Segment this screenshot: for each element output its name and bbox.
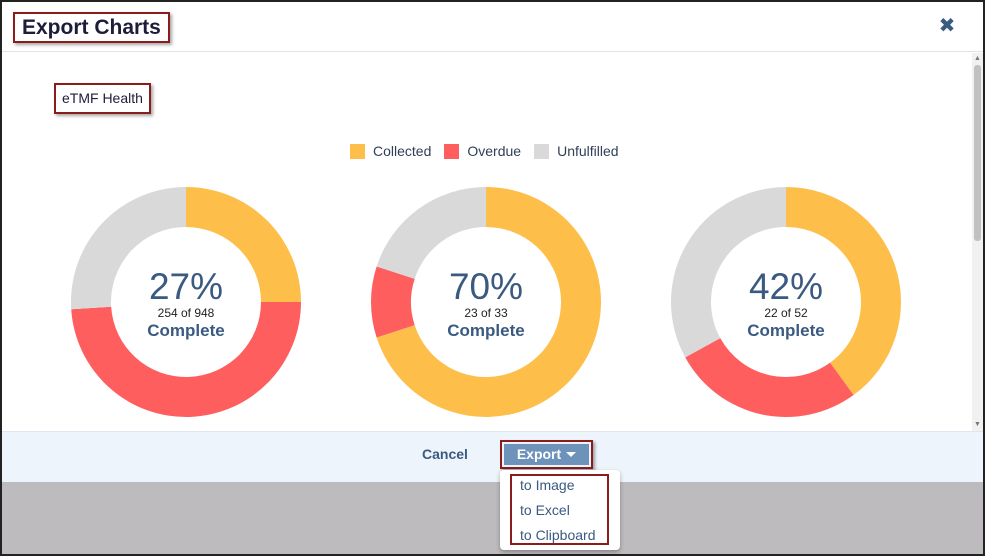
donut-center: 70% 23 of 33 Complete — [370, 186, 602, 418]
donut-slice-collected — [186, 187, 301, 302]
vertical-scrollbar[interactable]: ▲ ▼ — [972, 53, 983, 431]
legend-item-unfulfilled: Unfulfilled — [534, 143, 619, 159]
legend-item-overdue: Overdue — [444, 143, 521, 159]
export-menu-highlight — [510, 474, 609, 545]
scroll-up-arrow-icon[interactable]: ▲ — [974, 55, 981, 62]
donut-slice-overdue — [71, 302, 301, 417]
close-icon[interactable]: ✖ — [938, 15, 956, 37]
donut-slice-unfulfilled — [671, 187, 786, 358]
menu-item-to-excel[interactable]: to Excel — [520, 502, 570, 518]
dialog-content: eTMF Health Collected Overdue Unfulfille… — [2, 53, 972, 431]
fraction-complete: 23 of 33 — [464, 306, 508, 320]
dialog-title: Export Charts — [22, 16, 161, 39]
complete-label: Complete — [747, 321, 825, 340]
legend-label: Unfulfilled — [557, 143, 619, 159]
donut-center: 42% 22 of 52 Complete — [670, 186, 902, 418]
export-button[interactable]: Export — [504, 444, 589, 465]
menu-item-to-image[interactable]: to Image — [520, 477, 575, 493]
dialog-footer: Cancel Export — [2, 431, 983, 482]
donut-slice-unfulfilled — [71, 187, 186, 310]
legend-label: Overdue — [467, 143, 522, 159]
legend-swatch-unfulfilled — [534, 143, 550, 159]
chart-title: eTMF Health — [62, 90, 143, 106]
donut-chart: 42% 22 of 52 Complete — [670, 186, 902, 418]
dialog-title-box: Export Charts — [13, 12, 170, 43]
donut-chart-svg — [371, 187, 601, 417]
donut-slice-overdue — [371, 266, 415, 338]
legend-label: Collected — [373, 143, 432, 159]
donut-chart-svg — [71, 187, 301, 417]
complete-label: Complete — [447, 321, 525, 340]
export-button-highlight — [500, 440, 593, 469]
legend-swatch-overdue — [444, 143, 460, 159]
dialog-header: Export Charts ✖ — [2, 2, 983, 52]
scroll-down-arrow-icon[interactable]: ▼ — [974, 421, 981, 428]
donut-center: 27% 254 of 948 Complete — [70, 186, 302, 418]
legend-item-collected: Collected — [350, 143, 431, 159]
fraction-complete: 22 of 52 — [764, 306, 808, 320]
caret-down-icon — [566, 451, 577, 457]
chart-legend: Collected Overdue Unfulfilled — [350, 143, 632, 159]
scroll-thumb[interactable] — [974, 65, 981, 241]
donut-slice-collected — [786, 187, 901, 396]
donut-slice-overdue — [685, 338, 854, 417]
percent-complete: 27% — [148, 266, 224, 307]
chart-title-box: eTMF Health — [54, 83, 151, 114]
fraction-complete: 254 of 948 — [157, 306, 215, 320]
donut-chart: 70% 23 of 33 Complete — [370, 186, 602, 418]
donut-chart: 27% 254 of 948 Complete — [70, 186, 302, 418]
donut-chart-svg — [671, 187, 901, 417]
export-dropdown-menu: to Image to Excel to Clipboard — [500, 470, 620, 550]
donut-slice-unfulfilled — [376, 187, 486, 279]
percent-complete: 42% — [748, 266, 824, 307]
donut-slice-collected — [376, 187, 601, 417]
legend-swatch-collected — [350, 143, 365, 159]
cancel-button[interactable]: Cancel — [422, 446, 468, 462]
percent-complete: 70% — [448, 266, 524, 307]
export-charts-dialog: Export Charts ✖ eTMF Health Collected Ov… — [2, 2, 983, 482]
complete-label: Complete — [147, 321, 225, 340]
export-button-label: Export — [516, 446, 562, 462]
menu-item-to-clipboard[interactable]: to Clipboard — [520, 527, 596, 543]
